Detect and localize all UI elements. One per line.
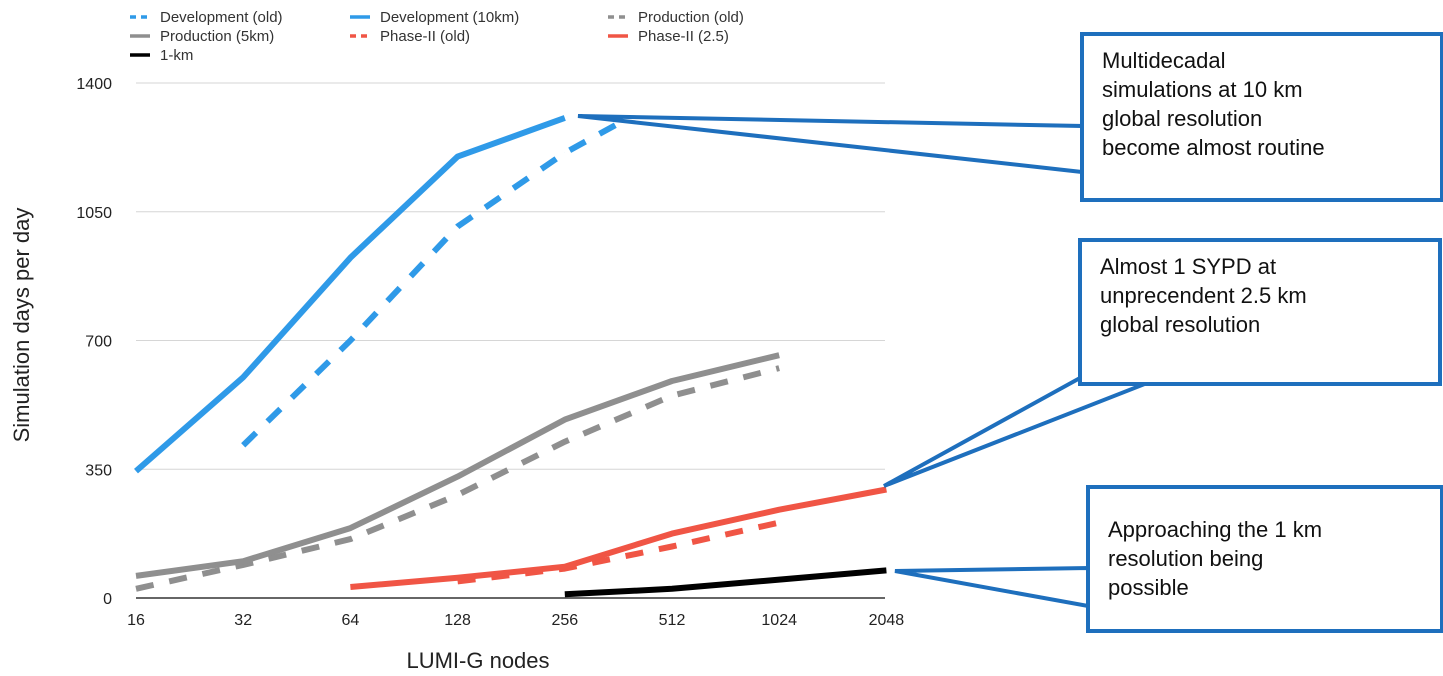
legend-label-6: 1-km <box>160 47 193 64</box>
series-line-6 <box>564 567 887 598</box>
x-tick-label: 128 <box>444 612 471 629</box>
callout-line: resolution being <box>1108 546 1264 571</box>
callout-line: unprecendent 2.5 km <box>1100 283 1307 308</box>
callout-line: possible <box>1108 575 1189 600</box>
legend-label-1: Development (10km) <box>380 9 519 26</box>
y-tick-label: 1050 <box>76 205 112 222</box>
callout-line: Approaching the 1 km <box>1108 517 1323 542</box>
x-tick-label: 1024 <box>761 612 797 629</box>
callout-line: Almost 1 SYPD at <box>1100 254 1277 279</box>
x-tick-label: 512 <box>659 612 686 629</box>
legend-label-5: Phase-II (2.5) <box>638 28 729 45</box>
y-tick-label: 0 <box>103 591 112 608</box>
grid-lines <box>136 82 885 599</box>
series-line-0 <box>241 120 620 448</box>
x-tick-label: 16 <box>127 612 145 629</box>
series-line-1 <box>134 115 566 474</box>
legend-label-3: Production (5km) <box>160 28 274 45</box>
callout-pointer-1 <box>883 376 1161 488</box>
y-tick-label: 700 <box>85 334 112 351</box>
y-tick-label: 350 <box>85 462 112 479</box>
y-axis-title: Simulation days per day <box>9 208 34 443</box>
callout-pointers <box>577 114 1161 609</box>
series-line-5 <box>350 486 887 590</box>
series-lines <box>134 115 887 598</box>
callout-line: global resolution <box>1102 106 1263 131</box>
callout-1km: Approaching the 1 km resolution being po… <box>1086 485 1443 633</box>
x-tick-label: 32 <box>234 612 252 629</box>
callout-10km: Multidecadal simulations at 10 km global… <box>1080 32 1443 202</box>
callout-pointer-0 <box>577 114 1084 175</box>
legend-label-2: Production (old) <box>638 9 744 26</box>
series-line-4 <box>457 519 780 585</box>
x-tick-label: 64 <box>342 612 360 629</box>
x-axis-title: LUMI-G nodes <box>406 648 549 673</box>
callout-2-5km: Almost 1 SYPD at unprecendent 2.5 km glo… <box>1078 238 1442 386</box>
legend-label-0: Development (old) <box>160 9 283 26</box>
callout-line: Multidecadal <box>1102 48 1226 73</box>
x-tick-label: 256 <box>551 612 578 629</box>
x-tick-labels: 16 32 64 128 256 512 1024 2048 <box>127 612 904 629</box>
y-tick-labels: 0 350 700 1050 1400 <box>76 76 112 608</box>
callout-pointer-2 <box>894 565 1090 609</box>
x-tick-label: 2048 <box>869 612 905 629</box>
legend: Development (old) Development (10km) Produ… <box>130 9 744 64</box>
y-tick-label: 1400 <box>76 76 112 93</box>
callout-line: become almost routine <box>1102 135 1325 160</box>
callout-line: simulations at 10 km <box>1102 77 1303 102</box>
legend-label-4: Phase-II (old) <box>380 28 470 45</box>
callout-line: global resolution <box>1100 312 1261 337</box>
